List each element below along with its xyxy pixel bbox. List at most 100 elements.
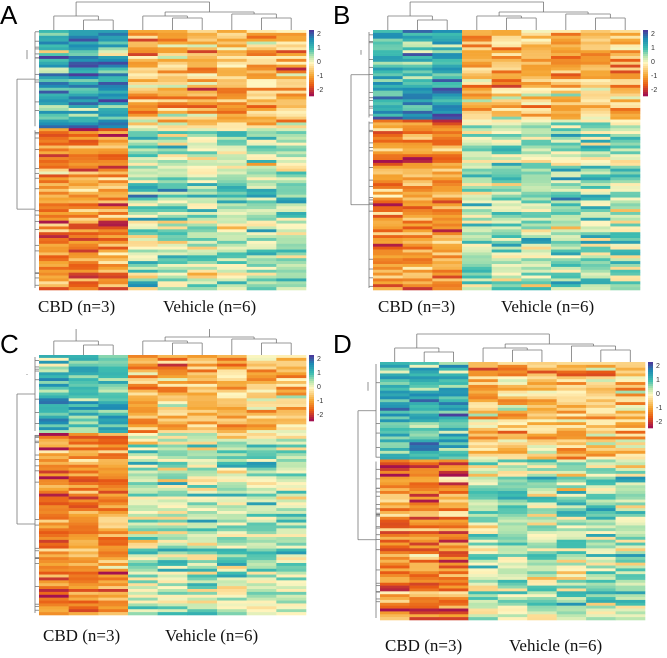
heatmap-cell [98,56,129,60]
heatmap-cell [98,606,129,610]
heatmap-cell [68,438,99,442]
heatmap-cell [68,490,99,494]
heatmap-cell [68,473,99,477]
heatmap-cell [98,389,129,393]
heatmap-cell [432,64,463,68]
heatmap-cell [527,528,557,532]
heatmap-cell [128,154,158,158]
heatmap-cell [468,565,499,569]
heatmap-cell [68,386,99,390]
heatmap-cell [468,571,499,575]
heatmap-cell [276,220,307,224]
heatmap-cell [610,160,641,164]
heatmap-cell [217,430,247,434]
heatmap-cell [128,580,158,584]
heatmap-cell [276,214,307,219]
colorbar-segment [309,52,314,55]
heatmap-cell [157,249,188,253]
heatmap-cell [610,76,641,80]
heatmap-cell [157,591,188,596]
heatmap-cell [98,372,129,376]
heatmap-cell [373,82,403,86]
heatmap-cell [556,599,587,604]
heatmap-cell [497,591,528,595]
heatmap-cell [409,511,440,515]
heatmap-cell [39,386,69,390]
heatmap-cell [373,61,403,65]
heatmap-cell [98,378,129,382]
heatmap-cell [468,430,499,434]
heatmap-cell [98,38,129,42]
heatmap-cell [491,168,522,172]
heatmap-cell [580,157,611,161]
heatmap-cell [68,212,99,216]
heatmap-cell [556,488,587,492]
heatmap-cell [468,450,499,455]
heatmap-cell [468,493,499,498]
heatmap-cell [380,425,410,429]
heatmap-cell [276,154,307,158]
heatmap-cell [276,284,307,288]
heatmap-cell [157,151,188,155]
heatmap-cell [187,404,218,408]
heatmap-cell [217,456,247,460]
heatmap-cell [556,445,587,449]
heatmap-cell [586,450,616,455]
colorbar-segment [643,70,648,73]
heatmap-cell [246,459,277,463]
heatmap-cell [615,565,646,569]
colorbar-segment [643,88,648,91]
heatmap-cell [246,467,277,471]
heatmap-cell [551,226,581,230]
heatmap-cell [521,174,552,178]
colorbar-segment [309,395,314,398]
heatmap-cell [246,372,277,376]
heatmap-cell [98,539,129,544]
heatmap-cell [68,392,99,396]
heatmap-cell [98,441,129,445]
heatmap-cell [246,424,277,428]
heatmap-cell [128,90,158,94]
heatmap-cell [409,574,440,578]
heatmap-cell [380,439,410,443]
colorbar-segment [309,40,314,43]
heatmap-cell [246,44,277,48]
heatmap-cell [610,110,641,115]
heatmap-cell [527,393,557,397]
heatmap-cell [187,212,218,216]
heatmap-cell [491,105,522,109]
heatmap-cell [615,379,646,383]
heatmap-cell [246,110,277,115]
heatmap-cell [586,485,616,489]
heatmap-cell [68,180,99,184]
heatmap-cell [586,568,616,572]
heatmap-cell [491,246,522,250]
heatmap-cell [586,614,616,618]
colorbar-segment [309,399,314,402]
heatmap-cell [580,287,611,291]
heatmap-cell [217,372,247,376]
heatmap-cell [373,249,403,253]
heatmap-cell [468,436,499,440]
heatmap-cell [438,430,469,434]
heatmap-cell [39,238,69,242]
heatmap-cell [276,459,307,463]
heatmap-cell [187,534,218,538]
heatmap-cell [157,139,188,143]
heatmap-cell [402,142,433,146]
heatmap-cell [276,447,307,451]
heatmap-cell [276,70,307,74]
heatmap-cell [98,381,129,385]
heatmap-cell [187,502,218,506]
heatmap-cell [380,485,410,489]
heatmap-cell [217,287,247,291]
heatmap-cell [380,456,410,460]
heatmap-cell [39,407,69,411]
heatmap-cell [432,240,463,245]
heatmap-cell [39,378,69,382]
heatmap-cell [438,542,469,546]
heatmap-cell [409,422,440,426]
colorbar-segment [309,413,314,416]
heatmap-cell [610,214,641,219]
heatmap-cell [615,534,646,538]
